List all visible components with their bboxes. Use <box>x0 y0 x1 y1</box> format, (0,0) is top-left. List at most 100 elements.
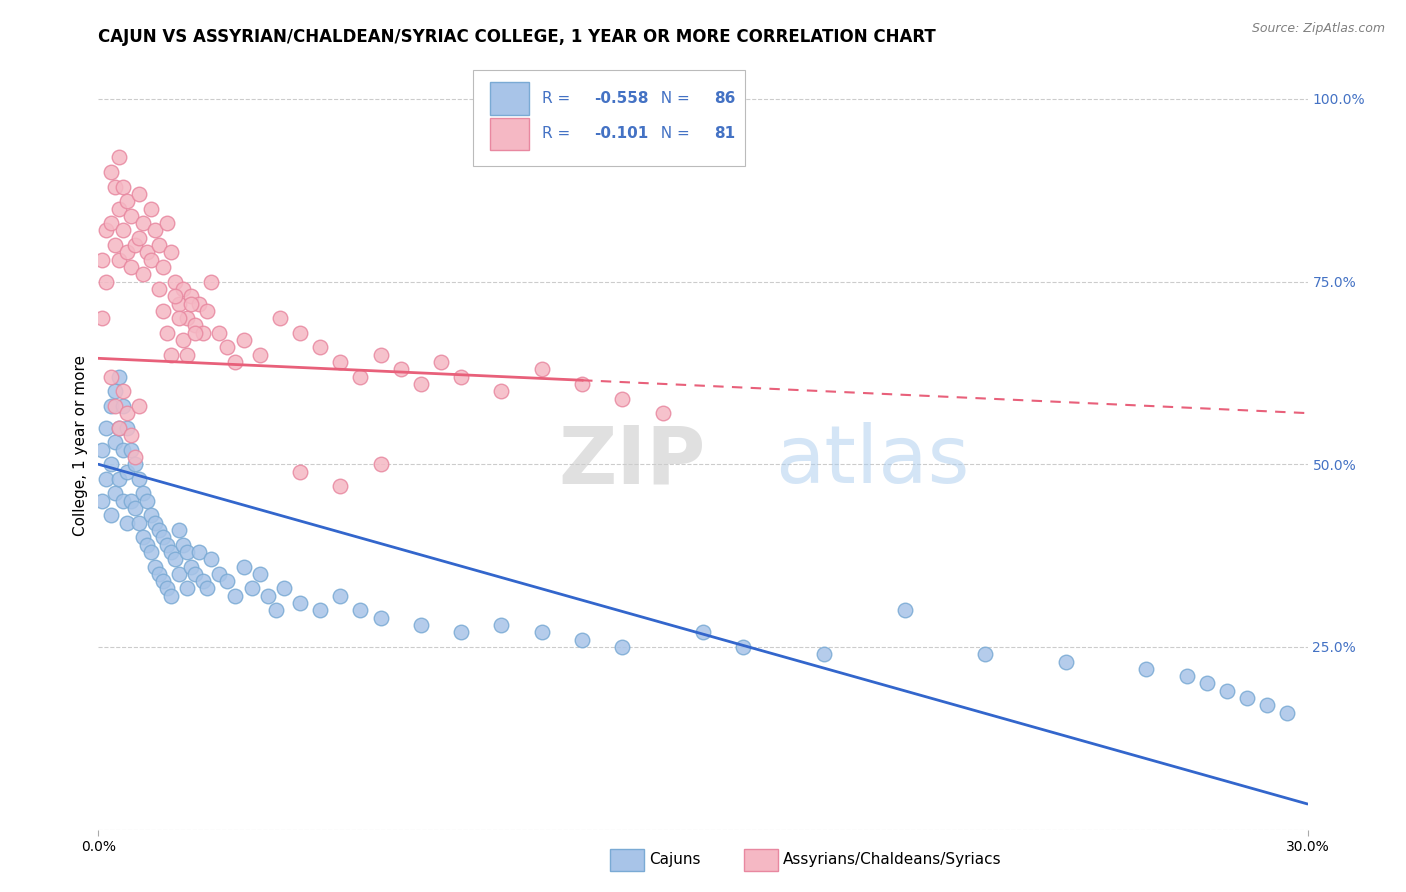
Point <box>232 559 254 574</box>
Point <box>124 501 146 516</box>
Point <box>180 296 202 310</box>
Point <box>176 582 198 596</box>
Point <box>193 574 215 589</box>
Point <box>91 311 114 326</box>
Point <box>184 318 207 333</box>
Point <box>813 647 835 661</box>
Point <box>96 223 118 237</box>
Point <box>193 326 215 340</box>
Text: Source: ZipAtlas.com: Source: ZipAtlas.com <box>1251 22 1385 36</box>
Point <box>111 384 134 399</box>
Point <box>530 625 553 640</box>
Point <box>128 231 150 245</box>
Point <box>240 582 263 596</box>
Point <box>167 523 190 537</box>
Point <box>163 289 186 303</box>
Point <box>160 589 183 603</box>
Point <box>184 566 207 581</box>
Point <box>349 603 371 617</box>
Point <box>111 399 134 413</box>
Text: R =: R = <box>543 91 575 106</box>
Point <box>176 348 198 362</box>
Point <box>249 348 271 362</box>
Point <box>107 472 129 486</box>
Point <box>208 566 231 581</box>
Point <box>188 545 211 559</box>
Text: Cajuns: Cajuns <box>650 853 702 867</box>
Text: N =: N = <box>651 127 695 141</box>
Point <box>103 399 125 413</box>
Point <box>309 603 332 617</box>
Point <box>370 457 392 471</box>
Point <box>107 252 129 267</box>
Point <box>1236 691 1258 706</box>
Point <box>115 194 138 209</box>
Point <box>111 493 134 508</box>
Text: ZIP: ZIP <box>558 422 706 500</box>
Point <box>143 559 166 574</box>
Point <box>128 472 150 486</box>
Point <box>143 516 166 530</box>
Point <box>91 442 114 457</box>
Point <box>288 465 311 479</box>
Point <box>132 216 155 230</box>
Point <box>167 296 190 310</box>
Text: -0.558: -0.558 <box>595 91 648 106</box>
Point <box>124 238 146 252</box>
Point <box>370 348 392 362</box>
Text: atlas: atlas <box>776 422 970 500</box>
Point <box>139 252 162 267</box>
Point <box>217 340 239 354</box>
Point <box>115 245 138 260</box>
Point <box>156 582 179 596</box>
Point <box>111 442 134 457</box>
Point <box>96 472 118 486</box>
Point <box>107 421 129 435</box>
Point <box>530 362 553 376</box>
Point <box>148 566 170 581</box>
Point <box>1216 683 1239 698</box>
Point <box>370 610 392 624</box>
FancyBboxPatch shape <box>474 70 745 166</box>
Text: 86: 86 <box>714 91 735 106</box>
Text: 81: 81 <box>714 127 735 141</box>
Point <box>273 582 295 596</box>
Point <box>143 223 166 237</box>
Point <box>156 326 179 340</box>
Point <box>1054 655 1077 669</box>
Text: -0.101: -0.101 <box>595 127 648 141</box>
Point <box>571 376 593 391</box>
Point <box>132 486 155 500</box>
Text: N =: N = <box>651 91 695 106</box>
Point <box>1256 698 1278 713</box>
Point <box>115 406 138 420</box>
Point <box>1277 706 1299 720</box>
Point <box>100 216 122 230</box>
Point <box>107 150 129 164</box>
Point <box>200 275 222 289</box>
Point <box>100 508 122 523</box>
Point <box>160 245 183 260</box>
Point <box>160 545 183 559</box>
Point <box>132 530 155 544</box>
Text: CAJUN VS ASSYRIAN/CHALDEAN/SYRIAC COLLEGE, 1 YEAR OR MORE CORRELATION CHART: CAJUN VS ASSYRIAN/CHALDEAN/SYRIAC COLLEG… <box>98 28 936 45</box>
Point <box>135 538 157 552</box>
Y-axis label: College, 1 year or more: College, 1 year or more <box>73 356 89 536</box>
Point <box>180 289 202 303</box>
Point <box>200 552 222 566</box>
Point <box>139 508 162 523</box>
Point <box>120 493 142 508</box>
FancyBboxPatch shape <box>491 118 529 150</box>
Point <box>612 640 634 654</box>
Point <box>389 362 412 376</box>
Point <box>974 647 997 661</box>
Point <box>107 369 129 384</box>
Point <box>103 435 125 450</box>
FancyBboxPatch shape <box>491 82 529 114</box>
Point <box>172 282 194 296</box>
Point <box>256 589 278 603</box>
Point <box>120 260 142 274</box>
Point <box>172 538 194 552</box>
Point <box>96 421 118 435</box>
Point <box>124 450 146 464</box>
